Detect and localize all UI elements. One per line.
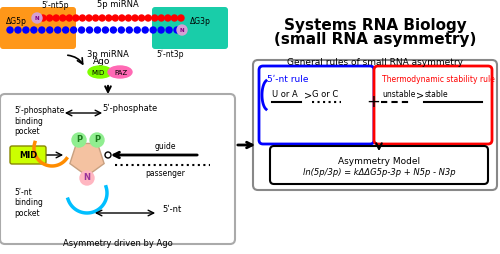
Circle shape [119,15,125,21]
Text: ΔG3p: ΔG3p [190,18,211,26]
Circle shape [31,27,37,33]
Text: 5ʹ-phosphate
binding
pocket: 5ʹ-phosphate binding pocket [14,106,64,136]
Text: unstable: unstable [382,90,416,99]
FancyBboxPatch shape [374,66,492,144]
FancyBboxPatch shape [0,94,235,244]
Circle shape [106,15,112,21]
Circle shape [15,27,21,33]
Circle shape [80,171,94,185]
Text: MID: MID [19,151,37,160]
Circle shape [80,15,86,21]
Circle shape [177,25,187,35]
Circle shape [94,27,100,33]
Text: G or C: G or C [312,90,338,99]
Polygon shape [70,144,104,176]
Text: Ago: Ago [93,57,110,67]
Text: 5ʹ-phosphate: 5ʹ-phosphate [102,104,158,113]
Circle shape [7,27,13,33]
Circle shape [86,15,92,21]
Circle shape [32,13,42,23]
Circle shape [166,27,172,33]
Circle shape [118,27,124,33]
Circle shape [60,15,66,21]
FancyBboxPatch shape [10,146,46,164]
Circle shape [40,15,46,21]
Text: 3p miRNA: 3p miRNA [87,50,129,59]
Text: >: > [304,90,312,100]
Circle shape [70,27,76,33]
Circle shape [47,27,53,33]
Text: P: P [94,135,100,145]
FancyBboxPatch shape [259,66,374,144]
Text: ln(5p/3p) = kΔΔG5p-3p + N5p - N3p: ln(5p/3p) = kΔΔG5p-3p + N5p - N3p [302,168,456,177]
Text: Thermodynamic stability rule: Thermodynamic stability rule [382,75,495,84]
Circle shape [72,133,86,147]
Text: +: + [366,93,380,111]
Text: N: N [84,173,90,183]
FancyBboxPatch shape [0,7,76,49]
Text: passenger: passenger [145,169,185,178]
Circle shape [172,15,177,21]
Ellipse shape [108,66,132,78]
Circle shape [23,27,29,33]
Text: Systems RNA Biology: Systems RNA Biology [284,18,467,33]
Circle shape [46,15,52,21]
Circle shape [105,152,111,158]
Ellipse shape [88,66,112,78]
FancyBboxPatch shape [270,146,488,184]
Circle shape [165,15,171,21]
Circle shape [150,27,156,33]
Text: >: > [416,90,424,100]
Text: General rules of small RNA asymmetry: General rules of small RNA asymmetry [287,58,463,67]
Circle shape [66,15,72,21]
Text: ΔG5p: ΔG5p [6,18,27,26]
Text: MID: MID [92,70,104,76]
Circle shape [54,27,60,33]
Circle shape [112,15,118,21]
Circle shape [158,27,164,33]
Text: Asymmetry driven by Ago: Asymmetry driven by Ago [63,239,173,247]
Circle shape [138,15,144,21]
Text: PAZ: PAZ [114,70,128,76]
Circle shape [99,15,105,21]
Text: 5ʹ-nt
binding
pocket: 5ʹ-nt binding pocket [14,188,43,218]
Circle shape [145,15,151,21]
FancyBboxPatch shape [253,60,497,190]
Circle shape [132,15,138,21]
Circle shape [134,27,140,33]
Circle shape [39,27,45,33]
Text: 5p miRNA: 5p miRNA [97,0,139,9]
Circle shape [174,27,180,33]
Circle shape [53,15,59,21]
Circle shape [73,15,79,21]
Text: P: P [76,135,82,145]
Text: stable: stable [425,90,448,99]
Circle shape [126,27,132,33]
Text: N: N [180,27,184,33]
Circle shape [90,133,104,147]
Circle shape [152,15,158,21]
Circle shape [178,15,184,21]
Text: 5ʹ-nt5p: 5ʹ-nt5p [41,1,69,10]
Circle shape [110,27,116,33]
Circle shape [92,15,98,21]
Text: 5ʹ-nt3p: 5ʹ-nt3p [156,50,184,59]
Text: U or A: U or A [272,90,298,99]
Text: (small RNA asymmetry): (small RNA asymmetry) [274,32,476,47]
Text: guide: guide [154,142,176,151]
FancyBboxPatch shape [152,7,228,49]
Circle shape [86,27,92,33]
Circle shape [62,27,68,33]
Circle shape [158,15,164,21]
Text: Asymmetry Model: Asymmetry Model [338,157,420,166]
Text: N: N [34,15,40,21]
Circle shape [126,15,132,21]
Circle shape [102,27,108,33]
Circle shape [142,27,148,33]
Text: 5ʹ-nt: 5ʹ-nt [162,205,181,214]
Text: 5ʹ-nt rule: 5ʹ-nt rule [267,75,308,84]
Circle shape [78,27,84,33]
